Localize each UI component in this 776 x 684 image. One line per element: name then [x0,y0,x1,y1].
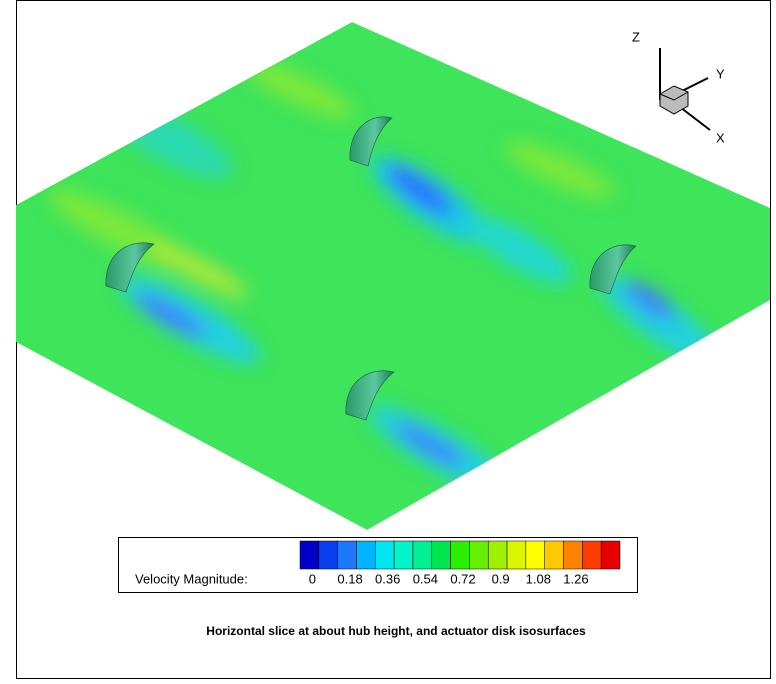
viewport: Z Y X Velocity Magnitude: Horizontal sli… [0,0,776,679]
colorbar-tick-label: 0.36 [375,571,400,586]
color-swatch [507,541,526,569]
color-swatch [300,541,319,569]
colorbar-tick-label: 0.18 [337,571,362,586]
color-swatch [526,541,545,569]
colorbar-tick-label: 0 [309,571,316,586]
colorbar-tick-label: 0.54 [413,571,438,586]
colorbar [300,541,620,569]
color-swatch [375,541,394,569]
axis-label-z: Z [632,29,640,44]
color-swatch [338,541,357,569]
color-swatch [488,541,507,569]
caption: Horizontal slice at about hub height, an… [206,624,586,638]
colorbar-tick-label: 0.9 [492,571,510,586]
color-swatch [545,541,564,569]
color-swatch [394,541,413,569]
axis-label-x: X [716,130,725,145]
colorbar-tick-label: 0.72 [450,571,475,586]
colorbar-tick-label: 1.08 [526,571,551,586]
color-swatch [582,541,601,569]
color-swatch [432,541,451,569]
color-swatch [356,541,375,569]
color-swatch [319,541,338,569]
color-swatch [451,541,470,569]
color-swatch [413,541,432,569]
legend-title: Velocity Magnitude: [135,571,248,586]
color-swatch [601,541,620,569]
colorbar-tick-label: 1.26 [563,571,588,586]
axis-label-y: Y [716,66,725,81]
color-swatch [564,541,583,569]
color-swatch [469,541,488,569]
